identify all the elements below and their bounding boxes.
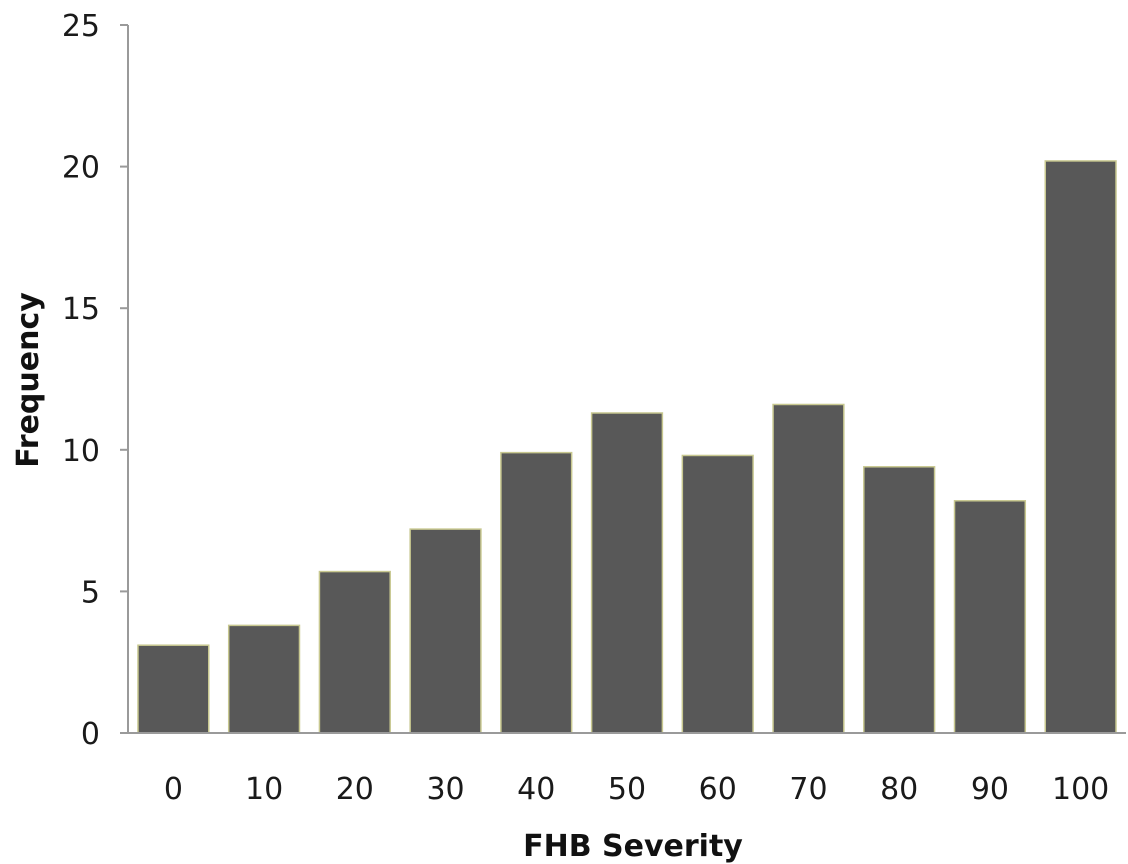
x-tick-label: 20 xyxy=(336,772,374,807)
bars xyxy=(137,160,1117,734)
y-tick-label: 0 xyxy=(81,717,100,752)
bar xyxy=(863,466,936,734)
y-tick-label: 25 xyxy=(62,9,100,44)
x-tick-label: 30 xyxy=(426,772,464,807)
bar xyxy=(500,451,573,734)
x-tick-label: 100 xyxy=(1052,772,1109,807)
bar xyxy=(137,644,210,734)
bar xyxy=(318,570,391,734)
x-tick-label: 0 xyxy=(164,772,183,807)
x-tick-label: 10 xyxy=(245,772,283,807)
x-tick-label: 40 xyxy=(517,772,555,807)
bar xyxy=(953,500,1027,734)
x-tick-label: 80 xyxy=(880,772,918,807)
x-tick-label: 50 xyxy=(608,772,646,807)
y-tick-label: 5 xyxy=(81,575,100,610)
x-tick-label: 90 xyxy=(971,772,1009,807)
bar xyxy=(681,454,754,734)
x-tick-label: 60 xyxy=(699,772,737,807)
y-tick-label: 20 xyxy=(62,151,100,186)
y-axis-title: Frequency xyxy=(11,292,46,468)
y-tick-label: 15 xyxy=(62,292,100,327)
x-axis-ticks: 0 10 20 30 40 50 60 70 80 90 100 xyxy=(164,772,1109,807)
bar xyxy=(772,403,845,734)
bar xyxy=(1044,160,1117,734)
bar xyxy=(590,412,664,734)
y-axis-ticks: 0 5 10 15 20 25 xyxy=(62,9,128,752)
y-tick-label: 10 xyxy=(62,434,100,469)
bar xyxy=(227,624,301,734)
bar xyxy=(409,528,482,734)
x-axis-title: FHB Severity xyxy=(523,829,743,864)
x-tick-label: 70 xyxy=(789,772,827,807)
